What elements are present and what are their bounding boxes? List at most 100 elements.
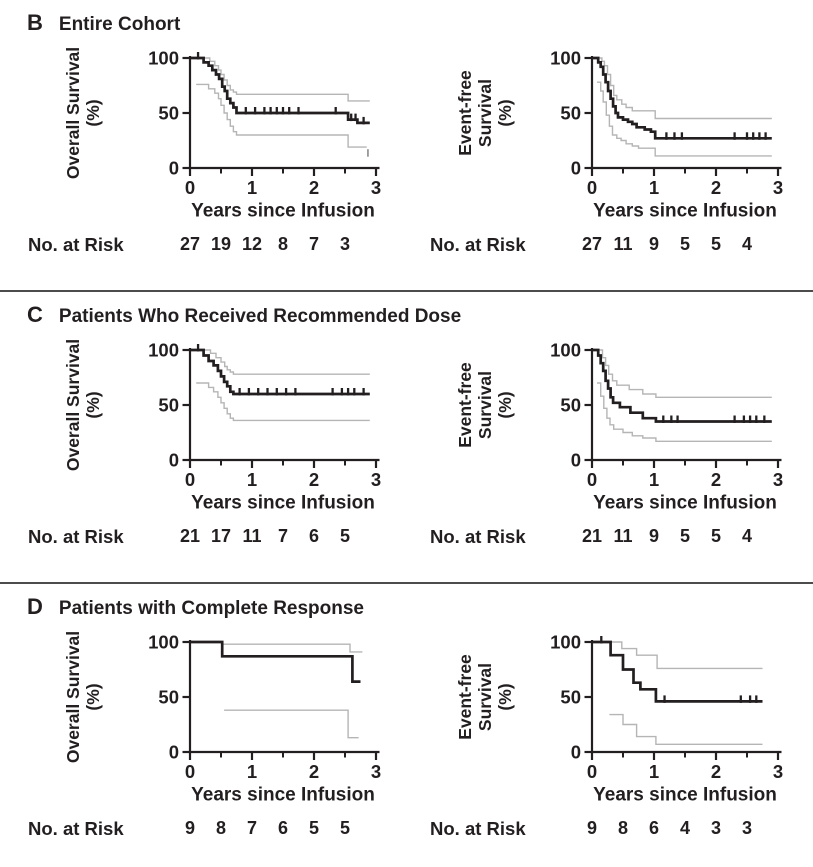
ci-lower-curve	[609, 713, 763, 745]
x-tick-label: 0	[185, 469, 195, 490]
km-plot-block: Overall Survival (%) 0 50 100 0 1 2 3 Years sinc…	[28, 630, 388, 842]
y-axis-label-line: Survival	[475, 662, 495, 732]
y-tick-label: 50	[158, 103, 179, 124]
y-axis-label-line: Survival	[475, 370, 495, 440]
survival-curve	[190, 640, 361, 683]
km-plot-svg: 0 50 100 0 1 2 3 Years since Infusion	[550, 340, 783, 514]
x-tick-label: 1	[247, 469, 257, 490]
y-axis-label-line: (%)	[83, 99, 103, 127]
risk-count: 9	[184, 818, 196, 838]
panel-separator	[0, 582, 813, 584]
x-tick-label: 0	[185, 177, 195, 198]
x-tick-label: 2	[711, 761, 721, 782]
ci-upper-curve	[190, 349, 370, 375]
x-tick-label: 1	[247, 177, 257, 198]
ci-upper-curve	[592, 57, 772, 120]
y-axis-label-text: Overall Survival (%)	[63, 631, 103, 763]
panel-plots-row: Overall Survival (%) 0 50 100 0 1 2 3 Years sinc…	[0, 630, 813, 842]
y-axis-label: Event-free Survival (%)	[430, 338, 540, 524]
risk-count: 3	[710, 818, 722, 838]
y-axis-label-text: Event-free Survival (%)	[455, 654, 515, 740]
panel-separator	[0, 290, 813, 292]
x-tick-label: 2	[309, 177, 319, 198]
y-axis-label-line: Overall Survival	[63, 630, 83, 764]
risk-count: 9	[586, 818, 598, 838]
y-axis-label-line: (%)	[83, 391, 103, 419]
risk-count: 11	[613, 526, 633, 546]
risk-row: No. at Risk 27 11 9 5 5 4	[430, 234, 790, 258]
risk-count: 6	[648, 818, 660, 838]
plot-row: Event-free Survival (%) 0 50 100 0 1 2 3 Years si…	[430, 338, 790, 524]
y-axis-label-line: Overall Survival	[63, 46, 83, 180]
risk-count: 4	[741, 234, 753, 254]
risk-row: No. at Risk 21 17 11 7 6 5	[28, 526, 388, 550]
x-tick-label: 2	[309, 469, 319, 490]
x-tick-label: 1	[247, 761, 257, 782]
panel-title: D Patients with Complete Response	[0, 594, 813, 620]
plot-row: Event-free Survival (%) 0 50 100 0 1 2 3 Years si…	[430, 630, 790, 816]
km-plot-svg: 0 50 100 0 1 2 3 Years since Infusion	[148, 340, 381, 514]
km-panel: C Patients Who Received Recommended Dose…	[0, 292, 813, 582]
risk-count: 19	[210, 234, 232, 254]
risk-label: No. at Risk	[28, 234, 124, 255]
x-tick-label: 2	[711, 177, 721, 198]
y-tick-label: 0	[571, 742, 581, 763]
risk-numbers: 27 11 9 5 5 4	[540, 234, 790, 258]
x-axis-title: Years since Infusion	[191, 201, 375, 222]
panel-plots-row: Overall Survival (%) 0 50 100 0 1 2 3 Years sinc…	[0, 46, 813, 258]
x-tick-label: 1	[649, 761, 659, 782]
km-plot-block: Overall Survival (%) 0 50 100 0 1 2 3 Years sinc…	[28, 338, 388, 550]
x-axis-title: Years since Infusion	[191, 493, 375, 514]
km-plot-svg: 0 50 100 0 1 2 3 Years since Infusion	[148, 48, 381, 222]
risk-label: No. at Risk	[430, 818, 526, 839]
survival-curve	[190, 348, 370, 396]
y-tick-label: 100	[148, 340, 179, 361]
x-axis-title: Years since Infusion	[191, 785, 375, 806]
risk-label: No. at Risk	[28, 818, 124, 839]
y-axis-label-line: Event-free	[455, 362, 475, 448]
km-plot-svg: 0 50 100 0 1 2 3 Years since Infusion	[148, 632, 381, 806]
risk-count: 6	[277, 818, 289, 838]
y-axis-label-text: Overall Survival (%)	[63, 47, 103, 179]
risk-count: 27	[179, 234, 201, 254]
risk-numbers: 21 17 11 7 6 5	[138, 526, 388, 550]
survival-curve	[190, 56, 370, 125]
risk-label: No. at Risk	[28, 526, 124, 547]
y-tick-label: 100	[148, 48, 179, 69]
y-tick-label: 50	[158, 395, 179, 416]
risk-label: No. at Risk	[430, 234, 526, 255]
y-axis-label: Overall Survival (%)	[28, 630, 138, 816]
risk-row: No. at Risk 27 19 12 8 7 3	[28, 234, 388, 258]
x-tick-label: 3	[773, 177, 783, 198]
risk-count: 8	[215, 818, 227, 838]
panel-heading: Patients Who Received Recommended Dose	[58, 306, 462, 327]
km-plot-svg: 0 50 100 0 1 2 3 Years since Infusion	[550, 48, 783, 222]
risk-count: 4	[741, 526, 753, 546]
ci-upper-curve	[592, 641, 763, 670]
plot-row: Event-free Survival (%) 0 50 100 0 1 2 3 Years si…	[430, 46, 790, 232]
x-tick-label: 3	[371, 177, 381, 198]
x-tick-label: 3	[773, 761, 783, 782]
y-axis-label-text: Event-free Survival (%)	[455, 362, 515, 448]
x-tick-label: 3	[371, 469, 381, 490]
y-tick-label: 100	[550, 48, 581, 69]
risk-count: 5	[339, 818, 351, 838]
x-tick-label: 3	[371, 761, 381, 782]
x-tick-label: 2	[309, 761, 319, 782]
risk-count: 11	[613, 234, 633, 254]
ci-lower-curve	[196, 83, 367, 148]
risk-count: 7	[246, 818, 258, 838]
risk-numbers: 21 11 9 5 5 4	[540, 526, 790, 550]
ci-lower-curve	[224, 709, 359, 739]
km-plot-svg: 0 50 100 0 1 2 3 Years since Infusion	[550, 632, 783, 806]
km-plot-block: Event-free Survival (%) 0 50 100 0 1 2 3 Years si…	[430, 338, 790, 550]
y-axis-label-line: Overall Survival	[63, 338, 83, 472]
survival-curve	[592, 348, 772, 423]
y-tick-label: 0	[571, 450, 581, 471]
x-tick-label: 1	[649, 469, 659, 490]
x-axis-title: Years since Infusion	[593, 201, 777, 222]
risk-count: 3	[339, 234, 351, 254]
y-tick-label: 50	[560, 687, 581, 708]
y-tick-label: 0	[169, 450, 179, 471]
